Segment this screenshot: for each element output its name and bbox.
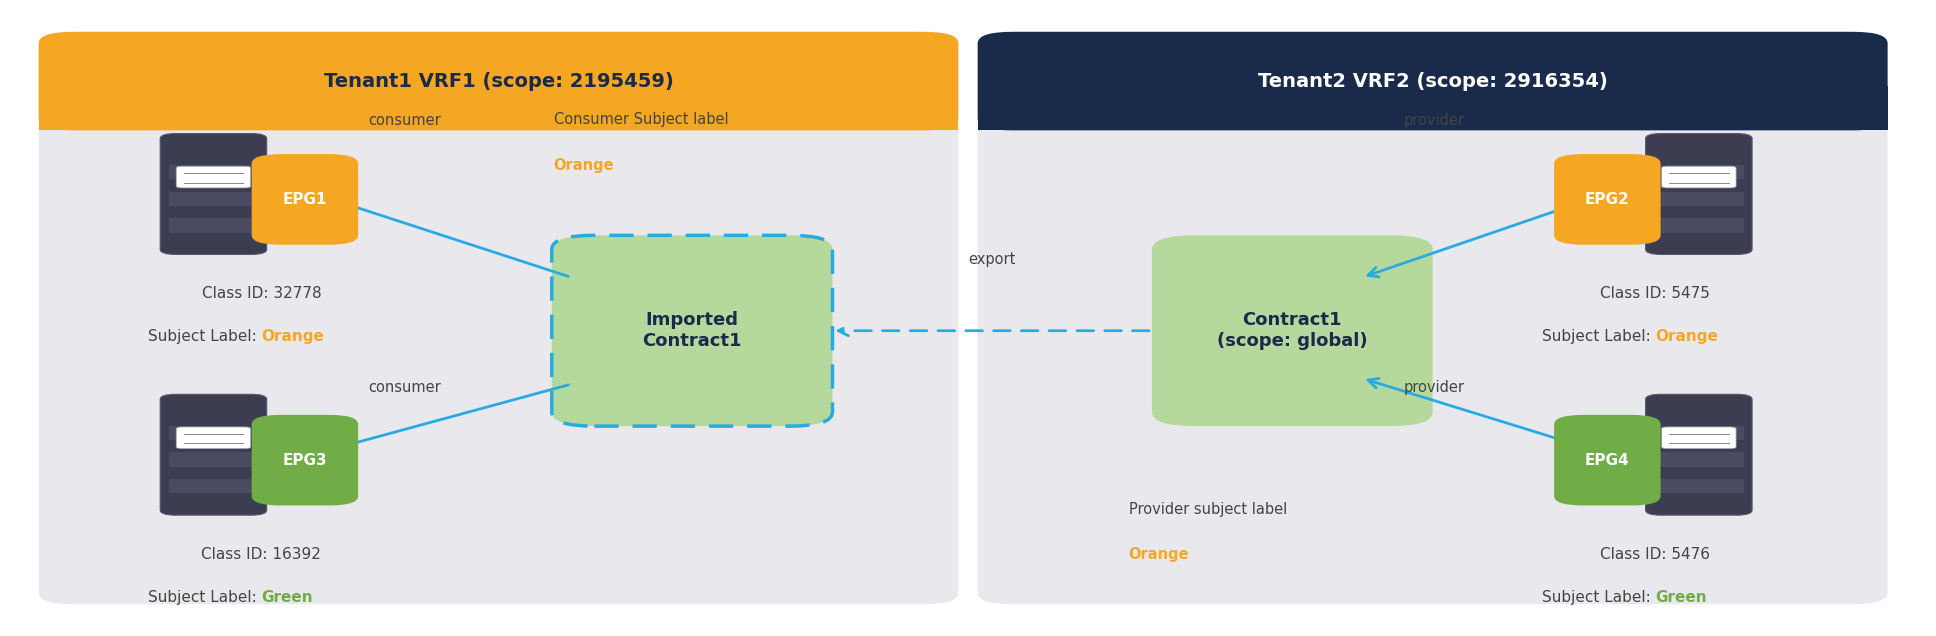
- Text: Contract1
(scope: global): Contract1 (scope: global): [1218, 311, 1367, 350]
- FancyBboxPatch shape: [552, 235, 832, 426]
- Text: Subject Label:: Subject Label:: [147, 590, 261, 605]
- FancyBboxPatch shape: [39, 32, 958, 604]
- Text: EPG3: EPG3: [283, 453, 327, 467]
- Text: Class ID: 32778: Class ID: 32778: [201, 286, 321, 301]
- FancyBboxPatch shape: [39, 32, 958, 130]
- Text: Tenant2 VRF2 (scope: 2916354): Tenant2 VRF2 (scope: 2916354): [1258, 72, 1607, 90]
- Bar: [1653, 191, 1744, 206]
- FancyBboxPatch shape: [161, 134, 267, 254]
- Bar: [1653, 165, 1744, 179]
- Text: Subject Label:: Subject Label:: [1541, 590, 1655, 605]
- Text: Imported
Contract1: Imported Contract1: [643, 311, 741, 350]
- FancyBboxPatch shape: [176, 427, 252, 449]
- Bar: [1653, 479, 1744, 494]
- FancyBboxPatch shape: [978, 32, 1888, 130]
- Text: consumer: consumer: [368, 380, 441, 396]
- Text: Subject Label:: Subject Label:: [1541, 329, 1655, 345]
- Text: Orange: Orange: [261, 329, 323, 345]
- Bar: [168, 218, 257, 233]
- Bar: [1653, 452, 1744, 467]
- Text: Orange: Orange: [1655, 329, 1717, 345]
- FancyBboxPatch shape: [1661, 427, 1737, 449]
- Text: EPG4: EPG4: [1586, 453, 1630, 467]
- Bar: [168, 165, 257, 179]
- Text: Class ID: 16392: Class ID: 16392: [201, 547, 321, 562]
- Text: Green: Green: [261, 590, 314, 605]
- FancyBboxPatch shape: [1646, 394, 1752, 515]
- FancyBboxPatch shape: [1555, 154, 1661, 245]
- FancyBboxPatch shape: [978, 32, 1888, 604]
- Text: EPG1: EPG1: [283, 192, 327, 207]
- FancyBboxPatch shape: [1555, 415, 1661, 506]
- Bar: [1653, 218, 1744, 233]
- Bar: [39, 86, 958, 130]
- FancyBboxPatch shape: [161, 394, 267, 515]
- Bar: [168, 452, 257, 467]
- FancyBboxPatch shape: [176, 166, 252, 188]
- Text: Orange: Orange: [554, 158, 614, 173]
- Text: Provider subject label: Provider subject label: [1129, 502, 1287, 518]
- FancyBboxPatch shape: [252, 154, 358, 245]
- Bar: [168, 425, 257, 440]
- Text: Tenant1 VRF1 (scope: 2195459): Tenant1 VRF1 (scope: 2195459): [323, 72, 674, 90]
- Text: Consumer Subject label: Consumer Subject label: [554, 112, 728, 127]
- Text: export: export: [968, 252, 1016, 267]
- Bar: [168, 191, 257, 206]
- FancyBboxPatch shape: [1661, 166, 1737, 188]
- Text: Class ID: 5475: Class ID: 5475: [1601, 286, 1709, 301]
- Text: Subject Label:: Subject Label:: [147, 329, 261, 345]
- Text: consumer: consumer: [368, 113, 441, 128]
- Text: provider: provider: [1404, 380, 1466, 396]
- Text: Green: Green: [1655, 590, 1708, 605]
- Text: Orange: Orange: [1129, 547, 1189, 562]
- FancyBboxPatch shape: [1646, 134, 1752, 254]
- Bar: [978, 86, 1888, 130]
- Bar: [168, 479, 257, 494]
- Bar: [1653, 425, 1744, 440]
- Text: Class ID: 5476: Class ID: 5476: [1601, 547, 1709, 562]
- FancyBboxPatch shape: [252, 415, 358, 506]
- Text: provider: provider: [1404, 113, 1466, 128]
- FancyBboxPatch shape: [1152, 235, 1433, 426]
- Text: EPG2: EPG2: [1586, 192, 1630, 207]
